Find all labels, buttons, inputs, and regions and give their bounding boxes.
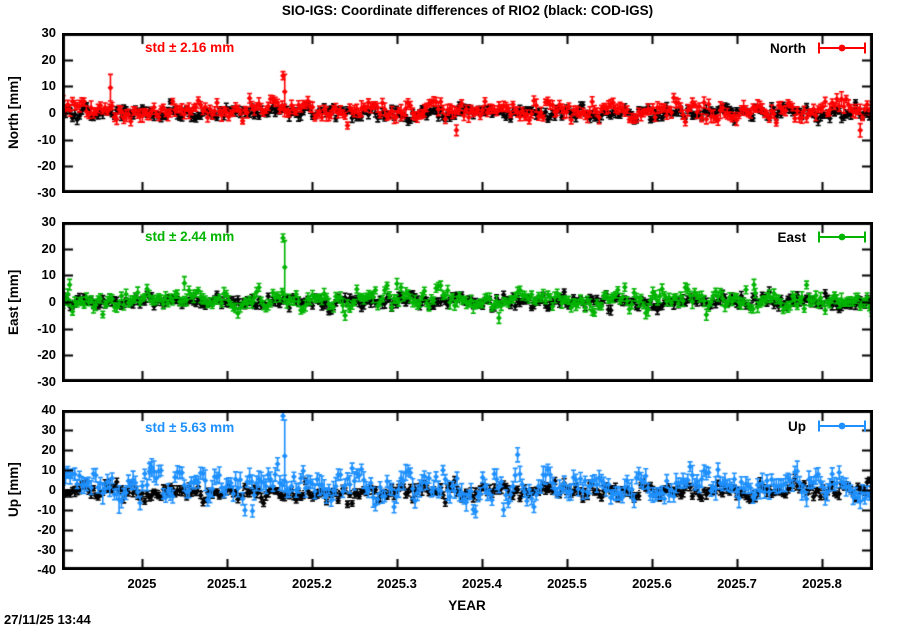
up-legend-label: Up xyxy=(788,418,806,434)
y-tick-label: 30 xyxy=(41,422,56,437)
y-tick-label: -10 xyxy=(37,131,56,147)
x-tick-label: 2025.5 xyxy=(547,576,587,591)
y-tick-label: 10 xyxy=(41,267,56,283)
y-tick-label: 30 xyxy=(41,214,56,229)
north-panel-plot xyxy=(62,33,873,193)
north-legend-label: North xyxy=(770,40,806,56)
y-tick-label: -30 xyxy=(37,185,56,200)
x-tick-label: 2025 xyxy=(127,576,157,591)
y-tick-label: 0 xyxy=(48,294,56,309)
y-tick-label: -40 xyxy=(37,562,56,577)
y-tick-label: -20 xyxy=(37,158,56,174)
plot-timestamp: 27/11/25 13:44 xyxy=(4,612,91,627)
x-tick-label: 2025.3 xyxy=(377,576,417,591)
y-tick-label: 20 xyxy=(41,442,56,457)
y-tick-label: 40 xyxy=(41,402,56,417)
y-tick-label: 30 xyxy=(41,25,56,40)
y-tick-label: 0 xyxy=(48,482,56,497)
y-tick-label: 20 xyxy=(41,240,56,256)
y-tick-label: -30 xyxy=(37,374,56,389)
y-tick-label: -10 xyxy=(37,502,56,517)
y-tick-label: 10 xyxy=(41,462,56,477)
y-tick-label: -30 xyxy=(37,542,56,557)
y-tick-label: -10 xyxy=(37,320,56,336)
x-axis-label: YEAR xyxy=(448,598,486,613)
east-legend-label: East xyxy=(777,229,806,245)
x-tick-label: 2025.2 xyxy=(292,576,332,591)
east-panel-plot xyxy=(62,222,873,382)
y-tick-label: 10 xyxy=(41,78,56,94)
y-tick-label: 0 xyxy=(48,105,56,120)
x-tick-label: 2025.1 xyxy=(207,576,247,591)
north-std-annotation: std ± 2.16 mm xyxy=(145,40,235,55)
north-errorbar-sample-icon xyxy=(818,42,866,54)
east-legend: East xyxy=(777,229,868,245)
x-tick-label: 2025.6 xyxy=(632,576,672,591)
up-std-annotation: std ± 5.63 mm xyxy=(145,420,235,435)
x-tick-label: 2025.7 xyxy=(717,576,757,591)
y-tick-label: 20 xyxy=(41,51,56,67)
east-errorbar-sample-icon xyxy=(818,231,866,243)
x-tick-label: 2025.4 xyxy=(462,576,502,591)
up-panel-plot xyxy=(62,410,873,570)
x-tick-label: 2025.8 xyxy=(802,576,842,591)
y-tick-label: -20 xyxy=(37,347,56,363)
east-std-annotation: std ± 2.44 mm xyxy=(145,229,235,244)
y-tick-label: -20 xyxy=(37,522,56,537)
chart-title: SIO-IGS: Coordinate differences of RIO2 … xyxy=(281,3,654,18)
north-legend: North xyxy=(770,40,868,56)
up-legend: Up xyxy=(788,418,868,434)
up-errorbar-sample-icon xyxy=(818,420,866,432)
